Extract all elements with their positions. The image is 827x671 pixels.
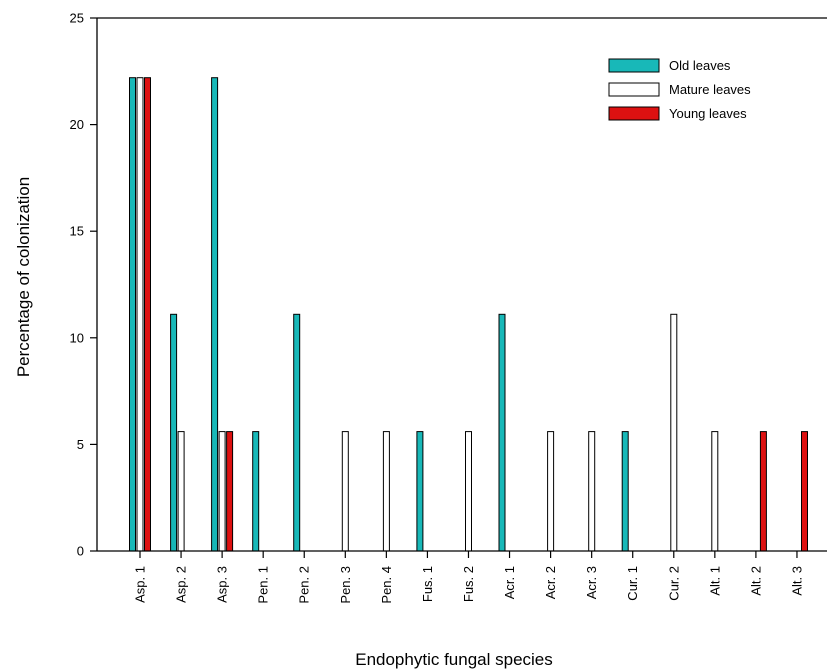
- legend-swatch-old-leaves: [608, 58, 660, 73]
- legend-label-young-leaves: Young leaves: [669, 106, 747, 121]
- x-tick-label: Acr. 1: [502, 566, 517, 599]
- bar-mature-leaves-cur-2: [670, 313, 678, 552]
- bar-old-leaves-pen-2: [293, 313, 301, 552]
- legend-label-mature-leaves: Mature leaves: [669, 82, 751, 97]
- bar-old-leaves-acr-1: [498, 313, 506, 552]
- x-tick-label: Pen. 1: [256, 566, 271, 604]
- bar-young-leaves-asp-3: [226, 431, 234, 552]
- x-tick-label: Asp. 3: [215, 566, 230, 603]
- bar-old-leaves-asp-1: [129, 77, 136, 552]
- bar-mature-leaves-acr-3: [588, 431, 596, 552]
- legend: Old leaves Mature leaves Young leaves: [608, 58, 751, 121]
- x-tick-label: Fus. 1: [420, 566, 435, 602]
- x-tick-label: Asp. 1: [133, 566, 148, 603]
- x-tick-label: Cur. 2: [666, 566, 681, 601]
- bar-old-leaves-cur-1: [621, 431, 629, 552]
- y-tick-label: 10: [70, 330, 84, 345]
- legend-swatch-mature-leaves: [608, 82, 660, 97]
- x-tick-label: Pen. 2: [297, 566, 312, 604]
- y-tick-label: 20: [70, 117, 84, 132]
- bar-old-leaves-asp-2: [170, 313, 178, 552]
- bar-mature-leaves-asp-3: [218, 431, 226, 552]
- legend-swatch-young-leaves: [608, 106, 660, 121]
- y-tick-label: 15: [70, 224, 84, 239]
- y-tick-label: 0: [77, 544, 84, 559]
- bar-young-leaves-alt-3: [801, 431, 808, 552]
- x-tick-label: Asp. 2: [174, 566, 189, 603]
- x-tick-label: Alt. 1: [707, 566, 722, 596]
- bar-mature-leaves-acr-2: [547, 431, 555, 552]
- bar-mature-leaves-pen-4: [382, 431, 390, 552]
- bar-mature-leaves-alt-1: [711, 431, 719, 552]
- x-tick-label: Pen. 3: [338, 566, 353, 604]
- bar-mature-leaves-pen-3: [341, 431, 349, 552]
- bar-old-leaves-pen-1: [252, 431, 260, 552]
- x-axis-title: Endophytic fungal species: [355, 650, 553, 669]
- bar-old-leaves-asp-3: [211, 77, 219, 552]
- y-tick-label: 5: [77, 437, 84, 452]
- x-tick-label: Cur. 1: [625, 566, 640, 601]
- bars-group: [129, 77, 808, 552]
- x-tick-label: Acr. 3: [584, 566, 599, 599]
- axes-group: [96, 17, 827, 552]
- bar-mature-leaves-asp-2: [177, 431, 185, 552]
- x-tick-label: Alt. 3: [789, 566, 804, 596]
- bar-young-leaves-asp-1: [144, 77, 151, 552]
- x-tick-label: Alt. 2: [748, 566, 763, 596]
- x-tick-label: Acr. 2: [543, 566, 558, 599]
- y-tick-label: 25: [70, 11, 84, 26]
- y-axis-title: Percentage of colonization: [14, 177, 33, 377]
- ticks-group: 0 5 10 15 20 25 Asp. 1 Asp. 2 Asp. 3 Pen. 1 Pen. 2…: [70, 11, 805, 604]
- legend-label-old-leaves: Old leaves: [669, 58, 731, 73]
- bar-young-leaves-alt-2: [759, 431, 767, 552]
- bar-old-leaves-fus-1: [416, 431, 424, 552]
- x-tick-label: Pen. 4: [379, 566, 394, 604]
- bar-mature-leaves-asp-1: [136, 77, 144, 552]
- x-tick-label: Fus. 2: [461, 566, 476, 602]
- bar-mature-leaves-fus-2: [465, 431, 472, 552]
